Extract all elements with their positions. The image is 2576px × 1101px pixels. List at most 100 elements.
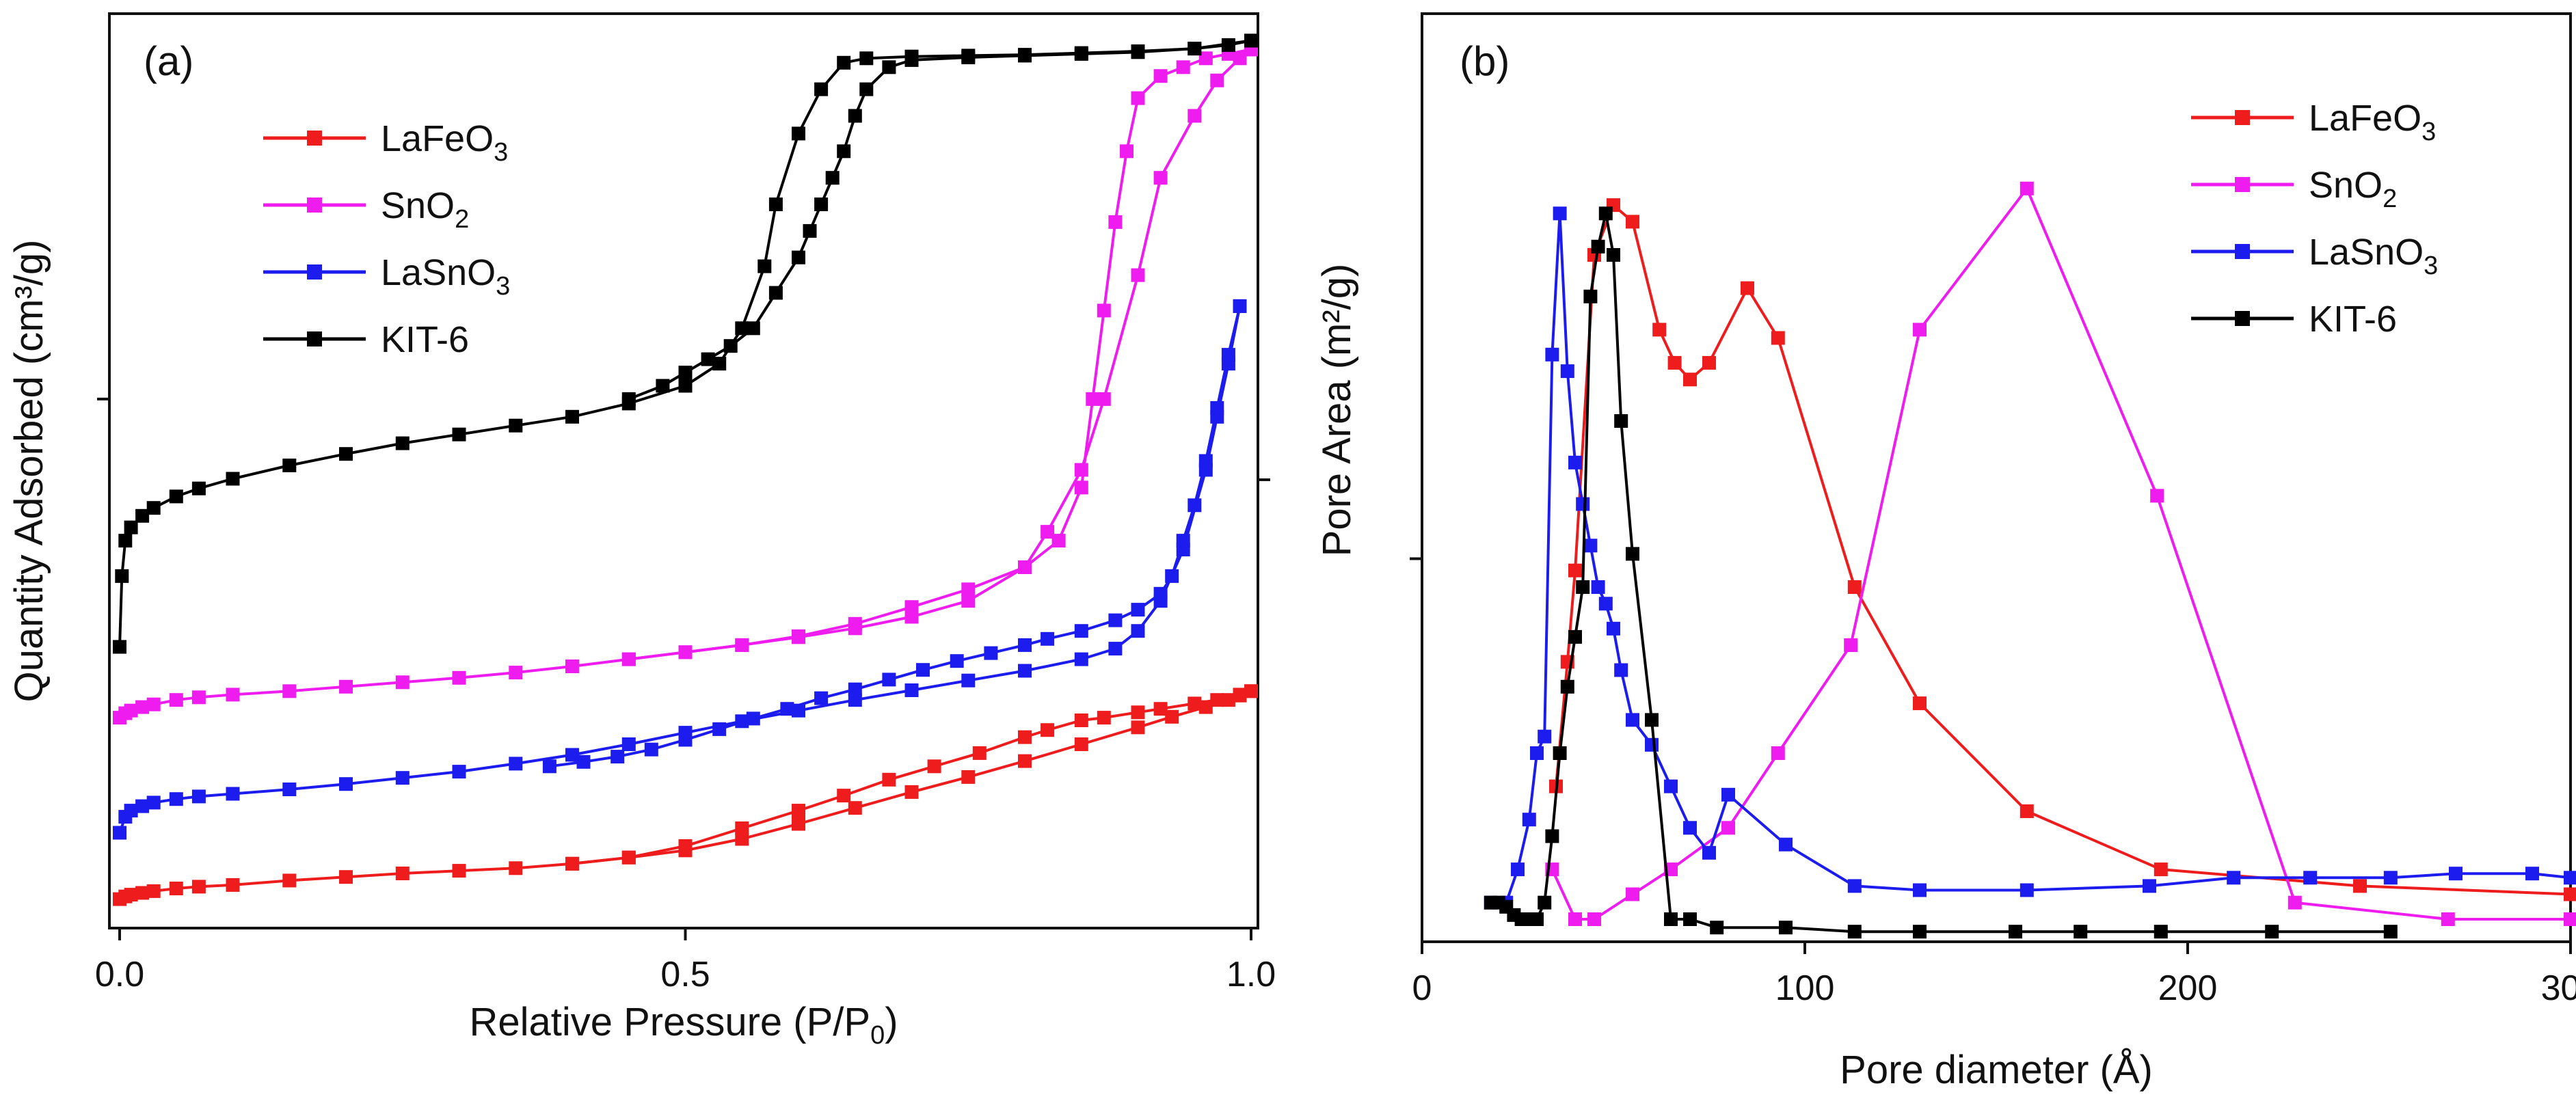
panel-a-lafeo3-desorption-point	[1018, 730, 1032, 744]
panel-b-sno2-line	[1551, 187, 2571, 921]
panel-a-kit-6-adsorption-point	[124, 520, 138, 534]
panel-b-lafeo3-point	[1741, 281, 1754, 295]
panel-a-lasno3-desorption-point	[542, 759, 556, 774]
panel-b-lafeo3-point	[1667, 355, 1682, 370]
panel-b-lasno3-point	[1626, 713, 1639, 727]
panel-a-lasno3-desorption-point	[712, 722, 727, 736]
panel-a-kit-6-desorption-point	[768, 286, 783, 300]
panel-b-legend-marker-lafeo3	[2235, 110, 2250, 125]
panel-b-lasno3-point	[1702, 845, 1716, 860]
panel-a-kit-6-desorption-line	[628, 39, 1252, 400]
panel-a-lasno3-desorption-point	[882, 672, 896, 687]
panel-a-lafeo3-desorption-point	[1074, 713, 1088, 727]
panel-a-kit-6-desorption-point	[1074, 46, 1088, 61]
panel-a-lasno3-desorption-point	[1210, 400, 1224, 415]
panel-a-kit-6-adsorption-point	[191, 481, 206, 495]
panel-b-lasno3-point	[1583, 539, 1598, 553]
panel-b-sno2-point	[2020, 181, 2034, 195]
panel-a-kit-6-adsorption-point	[146, 501, 161, 515]
panel-b-kit-6-point	[2265, 925, 2279, 939]
panel-a-lafeo3-desorption-point	[1153, 702, 1168, 716]
panel-a-sno2-adsorption-point	[565, 660, 579, 673]
panel-a-lafeo3-adsorption-point	[452, 864, 466, 878]
panel-a-lasno3-adsorption-point	[191, 789, 206, 804]
panel-a-lasno3-desorption-point	[678, 733, 693, 747]
panel-a-kit-6-desorption-point	[961, 51, 976, 64]
panel-b-kit-6-point	[1538, 895, 1552, 910]
panel-a-kit-6-adsorption-point	[115, 569, 129, 583]
panel-a-lafeo3-adsorption-point	[1131, 720, 1145, 735]
panel-a-lafeo3-desorption-point	[1188, 696, 1202, 711]
panel-a-legend-marker-lasno3	[307, 264, 322, 280]
panel-b-legend-marker-kit-6	[2235, 311, 2250, 326]
panel-a-sno2-adsorption-point	[226, 688, 240, 702]
panel-a-lasno3-desorption-point	[950, 654, 964, 668]
panel-b-legend-label-sno2: SnO2	[2309, 165, 2397, 213]
panel-b-lasno3-point	[1614, 663, 1628, 677]
panel-a-lafeo3-adsorption-point	[848, 801, 862, 815]
panel-a-sno2-desorption-point	[1153, 69, 1168, 83]
panel-a-kit-6-adsorption-point	[169, 489, 183, 504]
panel-a-lasno3-desorption-point	[1018, 638, 1032, 652]
panel-b-kit-6-point	[1664, 912, 1678, 926]
panel-a-kit-6-desorption-point	[656, 379, 670, 393]
panel-b-lasno3-point	[2143, 879, 2156, 893]
panel-a-kit-6-desorption-point	[1244, 33, 1258, 48]
panel-a-sno2-desorption-point	[678, 645, 693, 660]
panel-b-label: (b)	[1460, 38, 1510, 84]
panel-a-lasno3-adsorption-point	[169, 792, 183, 806]
panel-b-lafeo3-point	[1702, 355, 1716, 370]
panel-a-lasno3-adsorption-point	[395, 771, 410, 785]
panel-a-sno2-desorption-point	[848, 616, 862, 631]
panel-a-sno2-desorption-point	[904, 600, 919, 614]
panel-a-lasno3-adsorption-point	[135, 799, 150, 813]
panel-a-sno2-adsorption-point	[1041, 525, 1055, 539]
panel-a-frame	[108, 12, 1259, 929]
panel-b-kit-6-point	[1847, 925, 1862, 939]
panel-a-kit-6-desorption-point	[814, 198, 829, 211]
panel-a-sno2-adsorption-point	[124, 703, 138, 718]
panel-b-lasno3-point	[1576, 497, 1590, 511]
panel-a-lafeo3-adsorption-point	[146, 884, 161, 898]
panel-a-sno2-desorption-point	[1051, 534, 1066, 548]
panel-b-lafeo3-point	[1847, 580, 1862, 594]
panel-a-kit-6-adsorption-point	[859, 51, 874, 66]
panel-a-sno2-adsorption-point	[1188, 109, 1202, 123]
panel-b-kit-6-line	[1490, 212, 2391, 934]
panel-a-x-tick-label: 0.5	[660, 955, 710, 994]
panel-b-kit-6-point	[1607, 248, 1620, 262]
panel-a-lasno3-desorption-point	[1131, 603, 1145, 617]
panel-a-lasno3-desorption-point	[1153, 586, 1168, 601]
panel-a-legend-label-kit-6: KIT-6	[381, 319, 469, 360]
panel-a-lafeo3-desorption-point	[1244, 684, 1258, 698]
panel-a-lasno3-desorption-point	[1198, 454, 1213, 468]
panel-a-kit-6-desorption-point	[904, 53, 919, 67]
panel-a-sno2-adsorption-point	[961, 594, 976, 608]
panel-a-lafeo3-desorption-point	[972, 746, 987, 760]
panel-b-lasno3-point	[2525, 867, 2539, 881]
panel-a-lafeo3-desorption-point	[882, 772, 896, 787]
panel-a-kit-6-desorption-point	[1188, 42, 1202, 56]
panel-a-kit-6-desorption-point	[1018, 49, 1032, 63]
panel-a-sno2-adsorption-point	[1131, 268, 1145, 282]
panel-b-kit-6-point	[1683, 912, 1697, 926]
panel-b-lafeo3-line	[1555, 204, 2571, 896]
panel-a-legend-label-lafeo3: LaFeO3	[381, 118, 508, 167]
panel-a-kit-6-adsorption-point	[135, 508, 150, 523]
panel-a-legend: LaFeO3 SnO2 LaSnO3 KIT-6	[263, 118, 510, 360]
panel-a-kit-6-adsorption-point	[339, 447, 353, 461]
panel-a-lafeo3-adsorption-point	[961, 770, 976, 784]
panel-a-lasno3-adsorption-point	[1074, 652, 1088, 666]
panel-a-lafeo3-adsorption-point	[282, 873, 297, 888]
panel-b-kit-6-point	[1626, 547, 1639, 561]
panel-a-sno2-desorption-point	[621, 652, 636, 666]
panel-a-kit-6-adsorption-point	[226, 472, 240, 486]
panel-b-lasno3-line	[1490, 212, 2571, 904]
panel-a: 0.0 0.5 1.0 (a) Relative Pressure (P/P0) Q…	[7, 12, 1276, 1050]
panel-a-legend-marker-kit-6	[307, 331, 322, 346]
panel-a-lafeo3-adsorption-point	[191, 880, 206, 894]
panel-b-sno2-point	[1721, 821, 1735, 835]
panel-b-legend-label-lafeo3: LaFeO3	[2309, 98, 2436, 146]
panel-a-sno2-adsorption-point	[135, 700, 150, 714]
